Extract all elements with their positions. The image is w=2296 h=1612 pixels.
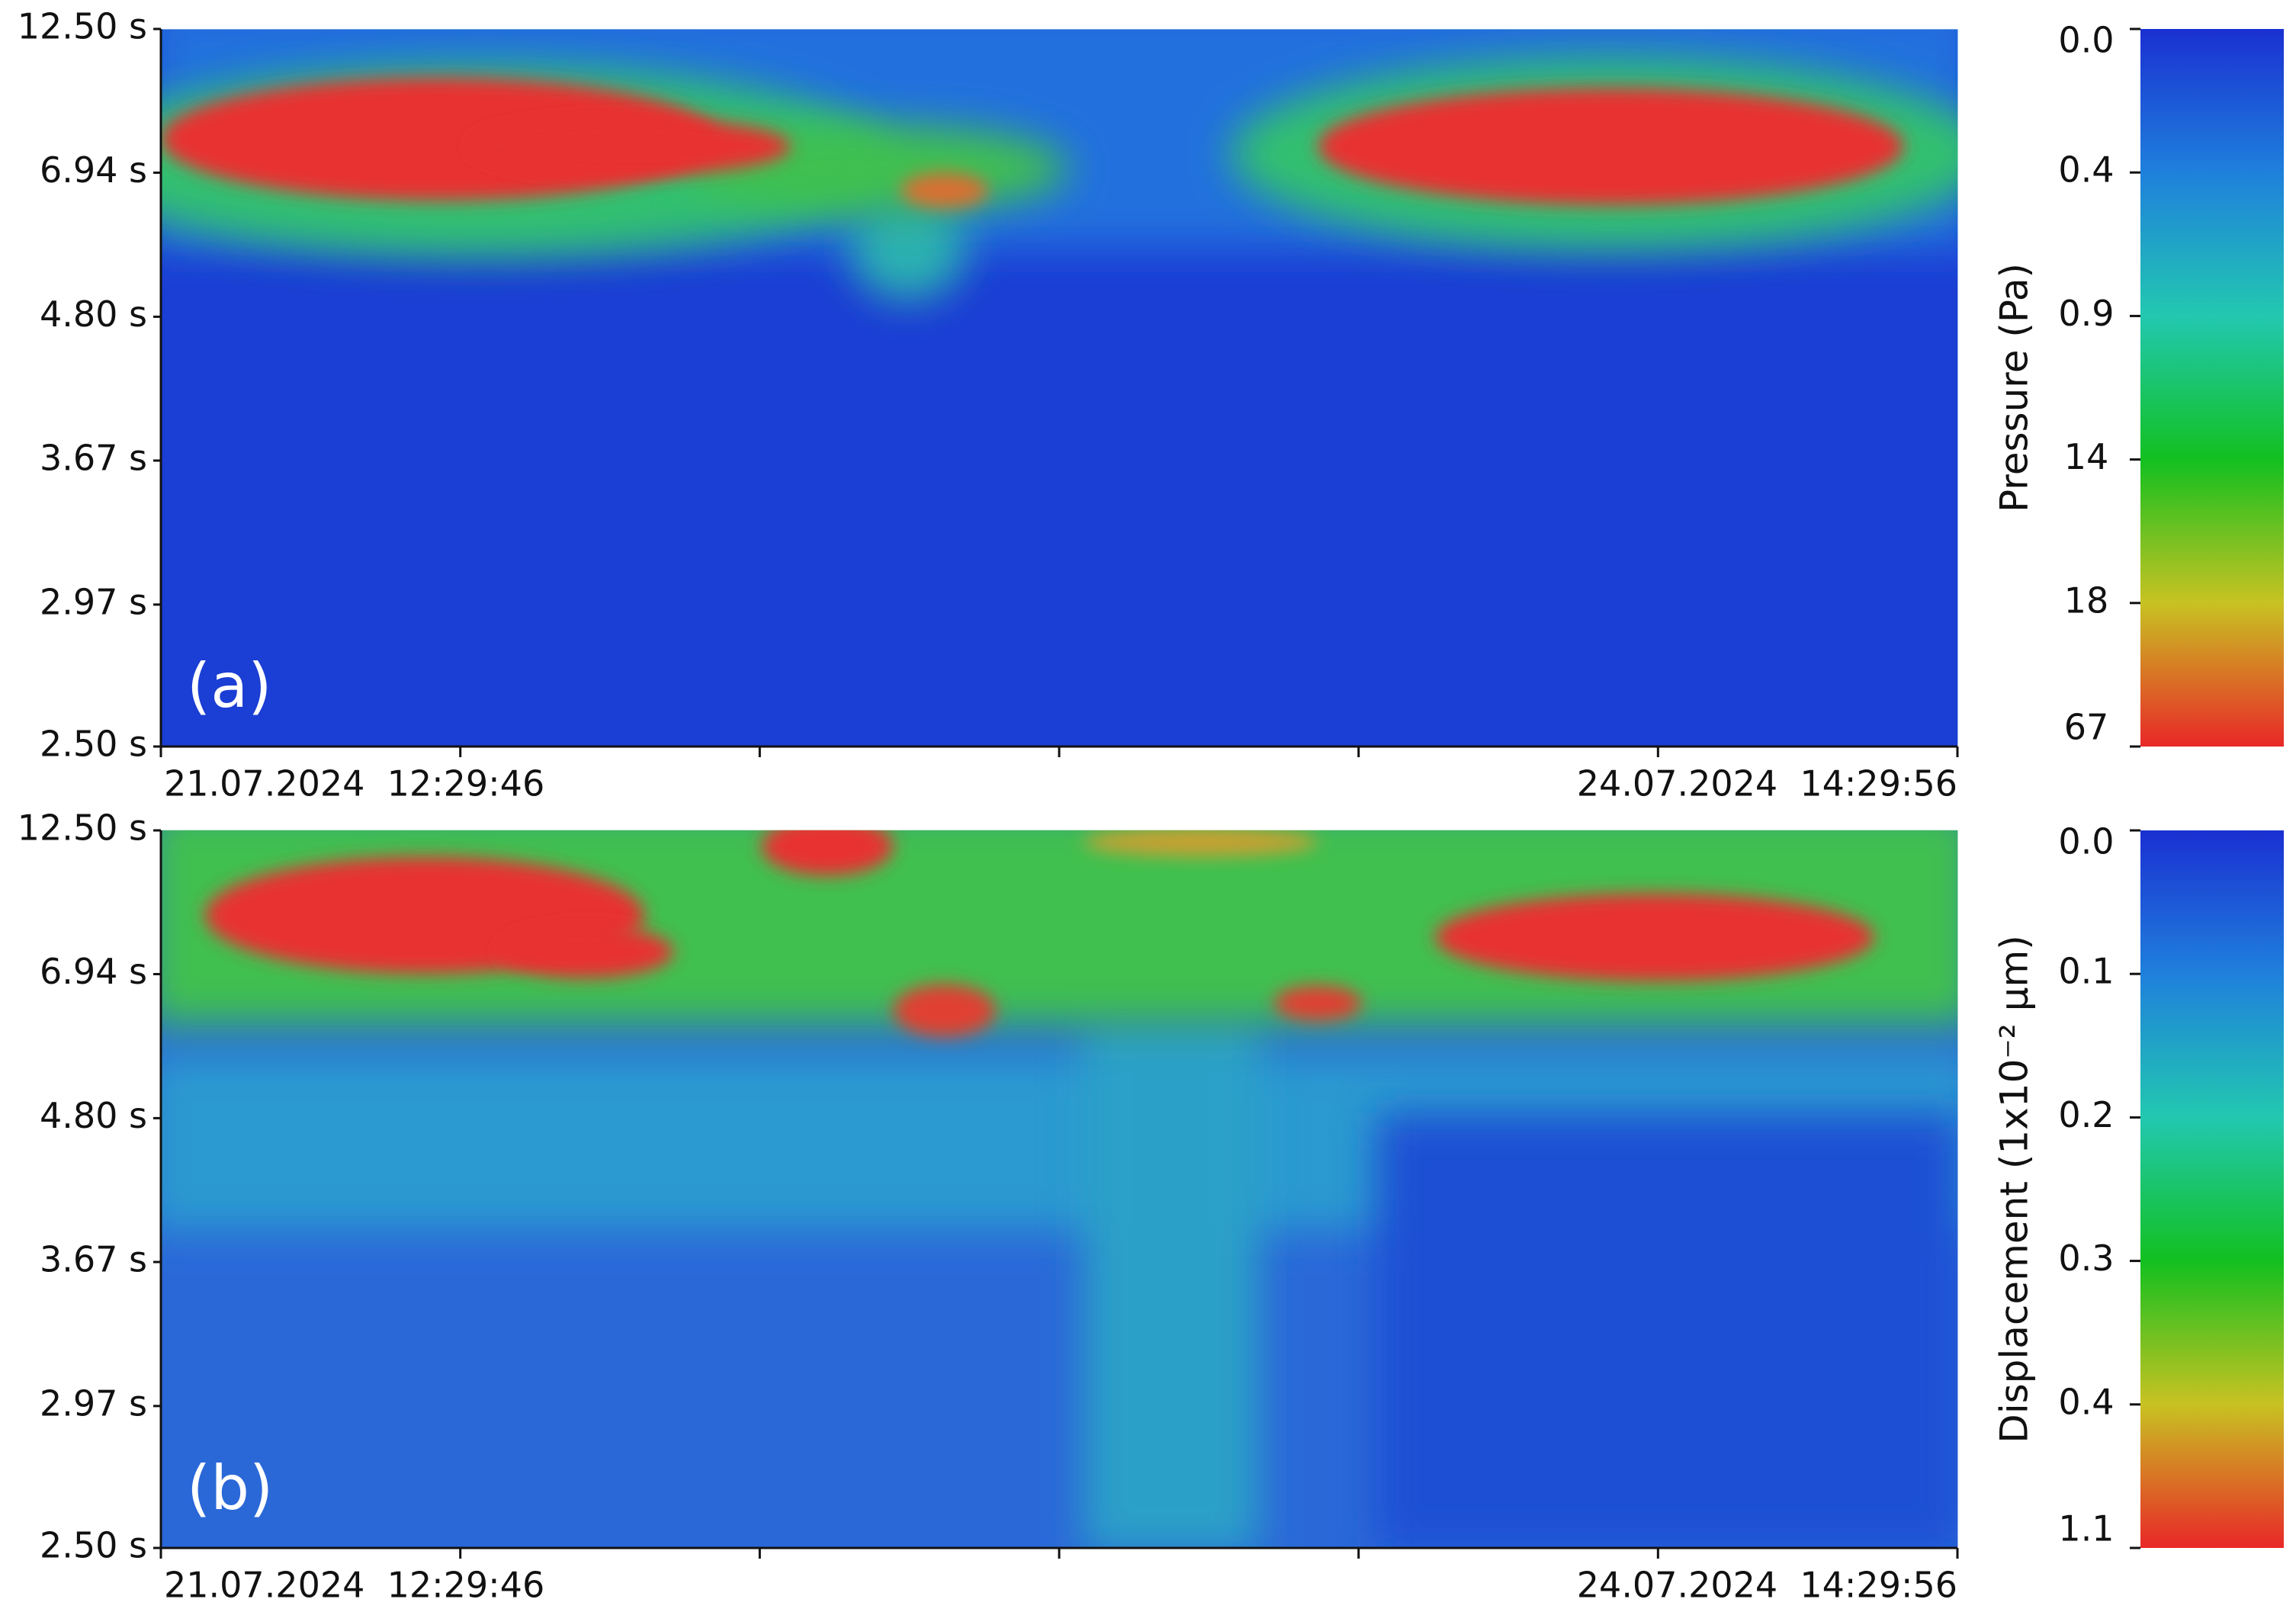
colorbar-title: Pressure (Pa) — [1993, 263, 2037, 512]
colorbar — [2140, 830, 2284, 1548]
colorbar-tick-label: 14 — [2064, 436, 2109, 477]
colorbar-tick-label: 0.0 — [2058, 20, 2114, 61]
x-tick-label: 24.07.2024 14:29:56 — [1577, 1565, 1957, 1606]
y-tick-label: 12.50 s — [18, 808, 147, 849]
heatmap-b — [161, 830, 1958, 1548]
heatmap-a — [161, 29, 1958, 747]
colorbar-tick-label: 18 — [2064, 580, 2109, 621]
x-tick-label: 21.07.2024 12:29:46 — [164, 1565, 544, 1606]
heatmap-images — [161, 29, 1958, 1548]
colorbar-tick-label: 67 — [2064, 707, 2109, 748]
panel-label: (b) — [187, 1453, 273, 1524]
colorbar-title: Displacement (1x10⁻² µm) — [1993, 935, 2037, 1443]
x-tick-label: 21.07.2024 12:29:46 — [164, 763, 544, 804]
y-tick-label: 3.67 s — [40, 1239, 147, 1280]
colorbar-tick-label: 0.4 — [2058, 1381, 2114, 1422]
x-tick-label: 24.07.2024 14:29:56 — [1577, 763, 1957, 804]
colorbar-tick-label: 0.9 — [2058, 293, 2114, 334]
y-tick-label: 2.50 s — [40, 1525, 147, 1566]
colorbar-tick-label: 0.0 — [2058, 821, 2114, 862]
colorbar-tick-label: 1.1 — [2058, 1508, 2114, 1549]
y-tick-label: 3.67 s — [40, 438, 147, 479]
panel-label: (a) — [187, 650, 271, 721]
y-tick-label: 4.80 s — [40, 1095, 147, 1136]
y-tick-label: 4.80 s — [40, 294, 147, 335]
y-tick-label: 2.97 s — [40, 581, 147, 622]
colorbar — [2140, 29, 2284, 747]
colorbar-tick-label: 0.1 — [2058, 951, 2114, 992]
y-tick-label: 2.97 s — [40, 1382, 147, 1424]
colorbar-tick-label: 0.2 — [2058, 1094, 2114, 1135]
colorbar-tick-label: 0.4 — [2058, 149, 2114, 191]
y-tick-label: 12.50 s — [18, 6, 147, 47]
colorbar-tick-label: 0.3 — [2058, 1238, 2114, 1279]
y-tick-label: 6.94 s — [40, 951, 147, 992]
y-tick-label: 2.50 s — [40, 724, 147, 765]
y-tick-label: 6.94 s — [40, 149, 147, 191]
